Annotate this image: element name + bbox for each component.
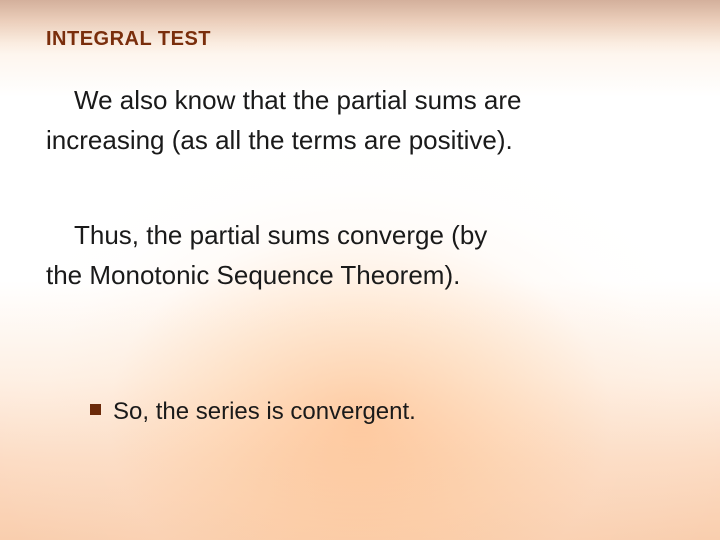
bullet-1-text: So, the series is convergent. <box>113 395 416 429</box>
paragraph-2-line-1: Thus, the partial sums converge (by <box>46 215 674 255</box>
paragraph-2: Thus, the partial sums converge (by the … <box>46 215 674 296</box>
paragraph-1-line-2: increasing (as all the terms are positiv… <box>46 125 513 155</box>
paragraph-1: We also know that the partial sums are i… <box>46 80 674 161</box>
paragraph-2-line-2: the Monotonic Sequence Theorem). <box>46 260 460 290</box>
square-bullet-icon <box>90 404 101 415</box>
slide-title: INTEGRAL TEST <box>46 28 211 51</box>
slide: INTEGRAL TEST We also know that the part… <box>0 0 720 540</box>
bullet-item-1: So, the series is convergent. <box>90 395 674 429</box>
paragraph-1-line-1: We also know that the partial sums are <box>46 80 674 120</box>
